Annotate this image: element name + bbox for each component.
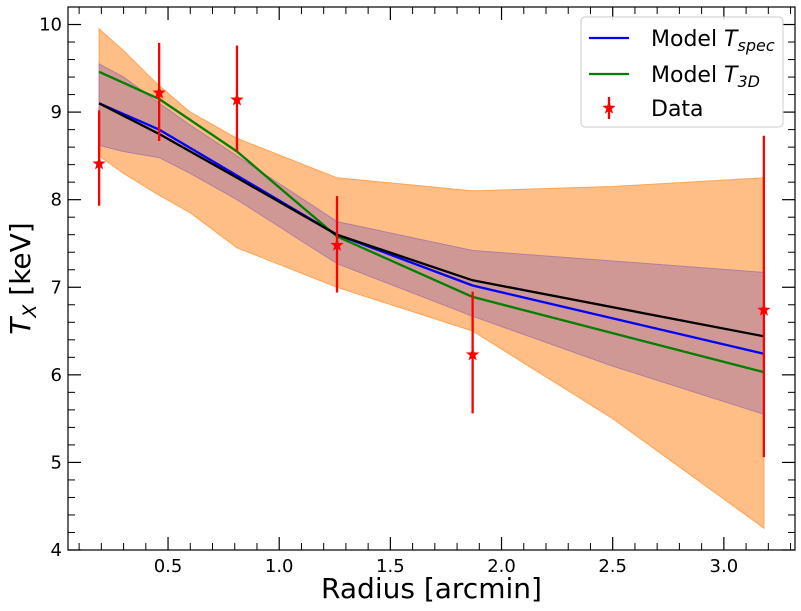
data-point — [152, 85, 166, 99]
axis-labels: Radius [arcmin] TX [keV] — [4, 222, 542, 605]
y-tick-label: 9 — [51, 102, 62, 123]
y-tick-label: 7 — [51, 277, 62, 298]
data-points — [92, 42, 771, 458]
x-axis-label: Radius [arcmin] — [321, 572, 542, 605]
legend-label: Model T3D — [651, 63, 760, 91]
y-tick-label: 10 — [39, 15, 62, 36]
y-tick-label: 8 — [51, 190, 62, 211]
legend: Model Tspec Model T3D Data — [580, 16, 784, 128]
data-point — [757, 303, 771, 316]
y-tick-label: 5 — [51, 452, 62, 473]
x-tick-label: 1.0 — [265, 556, 294, 577]
legend-label: Model Tspec — [651, 27, 775, 55]
series-line-3 — [98, 102, 765, 338]
legend-swatch-star — [602, 101, 616, 114]
data-point — [230, 92, 244, 106]
x-tick-label: 2.5 — [598, 556, 627, 577]
data-point — [465, 347, 480, 361]
series-line-2 — [98, 70, 765, 374]
y-tick-label: 6 — [51, 365, 62, 386]
x-tick-label: 2.0 — [487, 556, 516, 577]
data-point — [92, 156, 106, 170]
x-tick-label: 0.5 — [154, 556, 183, 577]
axes: 0.5 1.0 1.5 2.0 2.5 3.0 4 5 6 7 8 9 10 — [39, 6, 796, 577]
y-tick-label: 4 — [51, 540, 62, 561]
plot-frame — [67, 6, 796, 551]
x-tick-label: 3.0 — [710, 556, 739, 577]
legend-box — [580, 16, 784, 128]
legend-label: Data — [651, 97, 704, 122]
data-point — [330, 238, 344, 251]
x-tick-label: 1.5 — [376, 556, 405, 577]
y-axis-label: TX [keV] — [4, 222, 41, 335]
